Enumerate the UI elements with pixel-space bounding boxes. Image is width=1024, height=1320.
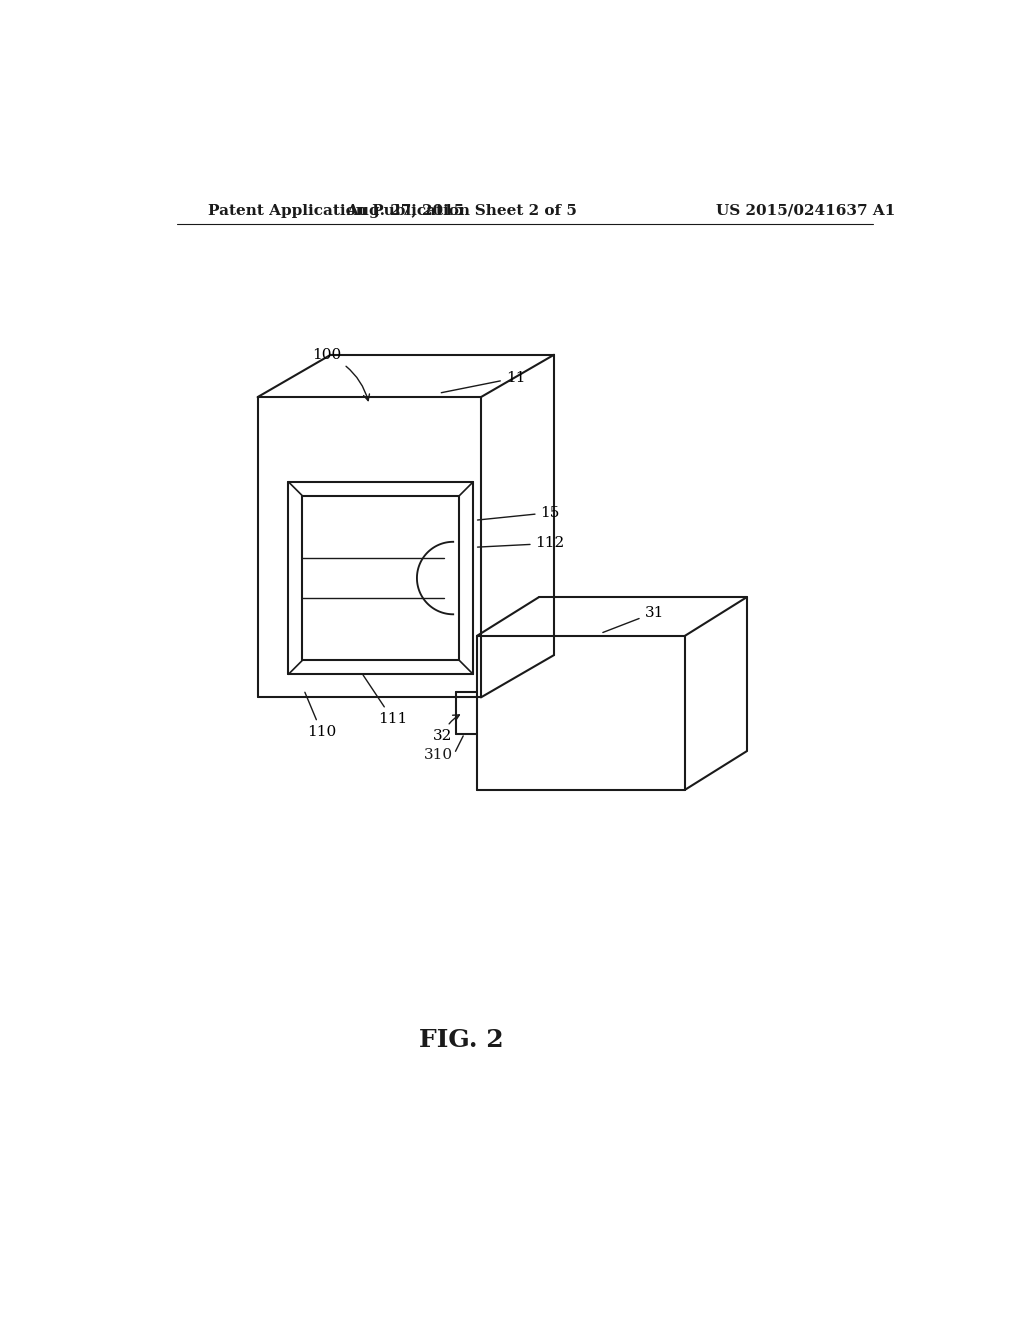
Text: 111: 111 <box>364 675 407 726</box>
Text: 110: 110 <box>305 692 336 739</box>
Text: 11: 11 <box>441 371 525 393</box>
Text: Patent Application Publication: Patent Application Publication <box>208 203 470 218</box>
Text: 310: 310 <box>424 748 454 762</box>
Text: Aug. 27, 2015  Sheet 2 of 5: Aug. 27, 2015 Sheet 2 of 5 <box>346 203 578 218</box>
Text: 112: 112 <box>477 536 565 550</box>
Text: 15: 15 <box>477 506 560 520</box>
Text: US 2015/0241637 A1: US 2015/0241637 A1 <box>716 203 895 218</box>
Text: 100: 100 <box>312 347 370 400</box>
Text: FIG. 2: FIG. 2 <box>420 1028 504 1052</box>
Text: 31: 31 <box>603 606 664 632</box>
Text: 32: 32 <box>433 715 460 743</box>
